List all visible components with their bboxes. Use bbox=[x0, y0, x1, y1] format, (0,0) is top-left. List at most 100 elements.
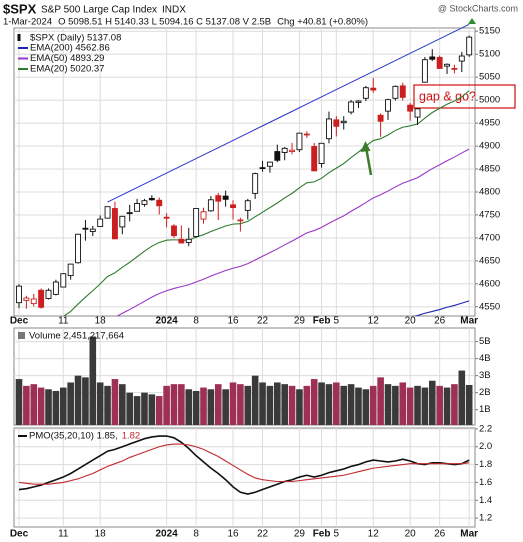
volume-bar bbox=[170, 384, 178, 425]
x-tick-label: 26 bbox=[434, 529, 446, 540]
volume-bar bbox=[67, 382, 74, 425]
y-tick-label: 4800 bbox=[479, 186, 500, 197]
x-tick-label: Feb bbox=[313, 316, 331, 327]
trendline bbox=[107, 23, 470, 203]
indicator-line bbox=[18, 435, 470, 495]
panel-label: PMO(35,20,10) 1.85, bbox=[29, 431, 118, 442]
change: Chg +40.81 (+0.80%) bbox=[277, 17, 368, 28]
volume-bar bbox=[421, 387, 429, 425]
volume-bar bbox=[37, 387, 45, 425]
volume-bar bbox=[369, 385, 377, 425]
candle-body bbox=[126, 212, 133, 215]
candle-body bbox=[274, 151, 281, 161]
volume-bar bbox=[303, 385, 311, 425]
x-tick-label: Dec bbox=[10, 316, 29, 327]
x-tick-label: 29 bbox=[294, 316, 306, 327]
volume-bar bbox=[133, 396, 141, 425]
volume-bar bbox=[104, 385, 111, 425]
candle-body bbox=[385, 99, 391, 112]
volume-bar bbox=[296, 389, 303, 425]
y-tick-label: 5050 bbox=[479, 72, 500, 83]
candle-body bbox=[414, 108, 421, 118]
candle-body bbox=[111, 208, 118, 240]
volume-bar bbox=[82, 377, 89, 425]
grid bbox=[14, 28, 475, 527]
candle-body bbox=[451, 67, 458, 70]
candle-body bbox=[266, 161, 273, 167]
panel-label: 1.82 bbox=[122, 431, 141, 442]
volume-bar bbox=[15, 379, 23, 425]
volume-bar bbox=[340, 385, 348, 425]
volume-bar bbox=[200, 387, 207, 425]
candle-body bbox=[244, 200, 251, 211]
y-tick-label: 1.8 bbox=[479, 459, 492, 470]
candle-body bbox=[230, 204, 236, 209]
candle-body bbox=[326, 118, 332, 140]
up-indicator bbox=[468, 18, 476, 24]
volume-bar bbox=[30, 384, 38, 425]
candle-body bbox=[289, 149, 296, 153]
y-tick-label: 4750 bbox=[479, 209, 500, 220]
candle-body bbox=[222, 195, 229, 200]
volume-bar bbox=[414, 385, 421, 425]
indicator-line bbox=[18, 443, 470, 485]
candle-body bbox=[370, 87, 377, 91]
y-tick-label: 1.2 bbox=[479, 513, 492, 524]
legend-swatch bbox=[18, 332, 25, 339]
volume-bar bbox=[126, 392, 133, 425]
volume-bar bbox=[244, 385, 252, 425]
x-tick-label: 16 bbox=[227, 529, 239, 540]
y-tick-label: 1.4 bbox=[479, 495, 492, 506]
pmo-panel bbox=[13, 427, 476, 528]
volume-bar bbox=[384, 384, 392, 425]
volume-bar bbox=[155, 396, 163, 425]
volume-bar bbox=[288, 385, 296, 425]
volume-bar bbox=[185, 389, 193, 425]
candle-body bbox=[23, 297, 30, 301]
volume-bar bbox=[214, 384, 222, 425]
volume-bar bbox=[141, 392, 148, 425]
x-tick-label: Mar bbox=[460, 316, 478, 327]
date: 1-Mar-2024 bbox=[3, 17, 52, 28]
volume-bar bbox=[406, 387, 414, 425]
y-tick-label: 4950 bbox=[479, 118, 500, 129]
x-tick-label: 5 bbox=[334, 529, 340, 540]
y-tick-label: 2.0 bbox=[479, 441, 492, 452]
volume-bar bbox=[229, 382, 237, 425]
volume-bar bbox=[111, 379, 119, 425]
candle-body bbox=[97, 218, 104, 227]
candle-body bbox=[407, 104, 414, 112]
candle-body bbox=[259, 167, 266, 170]
volume-bar bbox=[281, 384, 288, 425]
x-tick-label: 18 bbox=[95, 529, 107, 540]
x-tick-label: Dec bbox=[10, 529, 29, 540]
symbol: $SPX bbox=[3, 1, 37, 16]
candle-body bbox=[303, 133, 310, 136]
y-tick-label: 2.2 bbox=[479, 423, 492, 434]
x-tick-label: 20 bbox=[405, 316, 417, 327]
volume-bar bbox=[443, 387, 451, 425]
volume-bar bbox=[428, 380, 436, 425]
candle-body bbox=[185, 238, 192, 243]
y-tick-label: 4850 bbox=[479, 164, 500, 175]
y-tick-label: 2B bbox=[479, 387, 491, 398]
price-plot bbox=[16, 35, 473, 316]
candle-body bbox=[104, 206, 111, 219]
volume-bar bbox=[119, 384, 126, 425]
candle-body bbox=[421, 59, 428, 83]
volume-bar bbox=[192, 390, 200, 425]
candle-body bbox=[362, 87, 369, 99]
legend-label: EMA(200) 4562.86 bbox=[30, 43, 110, 54]
legend-label: EMA(20) 5020.37 bbox=[30, 64, 104, 75]
candle-body bbox=[141, 200, 148, 205]
candle-body bbox=[134, 203, 141, 212]
volume-bar bbox=[325, 384, 333, 425]
volume-bar bbox=[251, 375, 259, 425]
candle-body bbox=[296, 132, 303, 151]
candle-body bbox=[311, 146, 318, 172]
y-tick-label: 4B bbox=[479, 353, 491, 364]
candle-body bbox=[436, 56, 443, 69]
volume-bar bbox=[347, 384, 355, 425]
candle-body bbox=[444, 63, 450, 67]
candle-body bbox=[200, 211, 207, 220]
